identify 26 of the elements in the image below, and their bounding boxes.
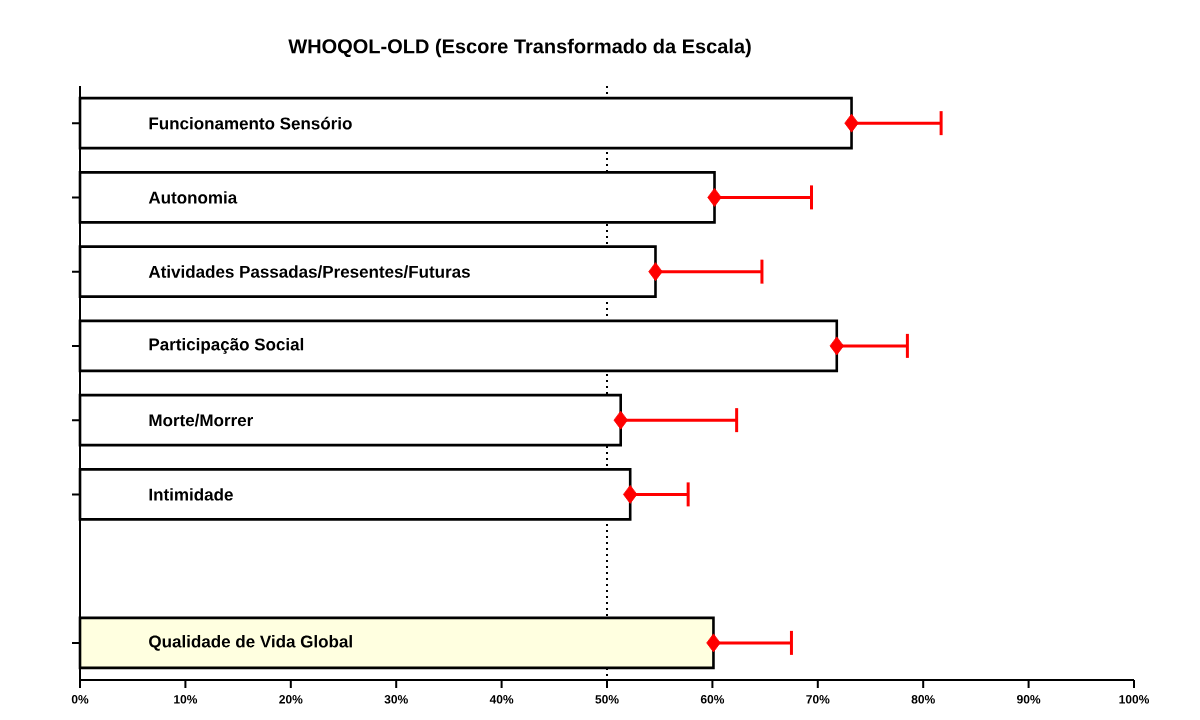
point: [829, 336, 844, 356]
x-tick-label: 20%: [279, 695, 303, 704]
x-tick-label: 40%: [489, 695, 514, 704]
y-tick-label: Autonomia: [148, 191, 238, 204]
y-tick-label: Intimidade: [149, 488, 233, 501]
y-tick-label: Qualidade de Vida Global: [149, 635, 352, 651]
point: [706, 633, 721, 653]
x-tick-label: 90%: [1017, 695, 1041, 704]
x-tick-label: 0%: [71, 695, 89, 704]
point: [707, 187, 722, 207]
x-tick-label: 30%: [384, 695, 408, 704]
x-tick-label: 100%: [1119, 695, 1150, 704]
point: [648, 262, 663, 282]
y-tick-label: Funcionamento Sensório: [149, 116, 352, 130]
x-tick-label: 10%: [174, 695, 198, 704]
x-tick-label: 70%: [806, 695, 830, 704]
y-tick-label: Morte/Morrer: [149, 413, 253, 427]
x-tick-label: 80%: [911, 695, 935, 704]
point: [613, 410, 628, 430]
x-tick-label: 50%: [595, 695, 619, 704]
chart-title: WHOQOL-OLD (Escore Transformado da Escala): [288, 38, 751, 58]
y-tick-label: Participação Social: [149, 337, 304, 354]
x-tick-label: 60%: [700, 695, 725, 704]
point: [623, 484, 638, 504]
point: [844, 113, 859, 133]
y-tick-label: Atividades Passadas/Presentes/Futuras: [148, 265, 470, 278]
